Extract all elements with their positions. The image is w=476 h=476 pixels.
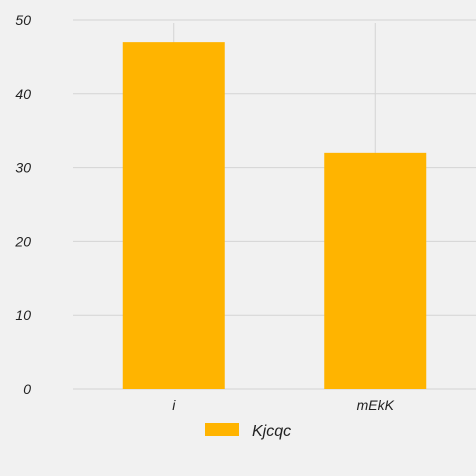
x-tick-label: i [172, 397, 176, 413]
y-tick-label: 0 [23, 381, 31, 397]
y-tick-label: 50 [15, 12, 31, 28]
y-tick-label: 10 [15, 307, 31, 323]
legend-swatch [205, 423, 239, 436]
y-axis: 0 10 20 30 40 50 [14, 12, 31, 397]
y-tick-label: 30 [15, 160, 31, 176]
legend-label: Kjcqc [252, 423, 291, 440]
y-tick-label: 20 [14, 233, 31, 249]
y-tick-label: 40 [15, 86, 31, 102]
bars [122, 42, 427, 389]
bar-mEkK [324, 152, 427, 389]
x-axis: i mEkK [172, 397, 394, 413]
x-tick-label: mEkK [357, 397, 395, 413]
legend: Kjcqc [205, 423, 291, 440]
bar-i [122, 42, 225, 389]
